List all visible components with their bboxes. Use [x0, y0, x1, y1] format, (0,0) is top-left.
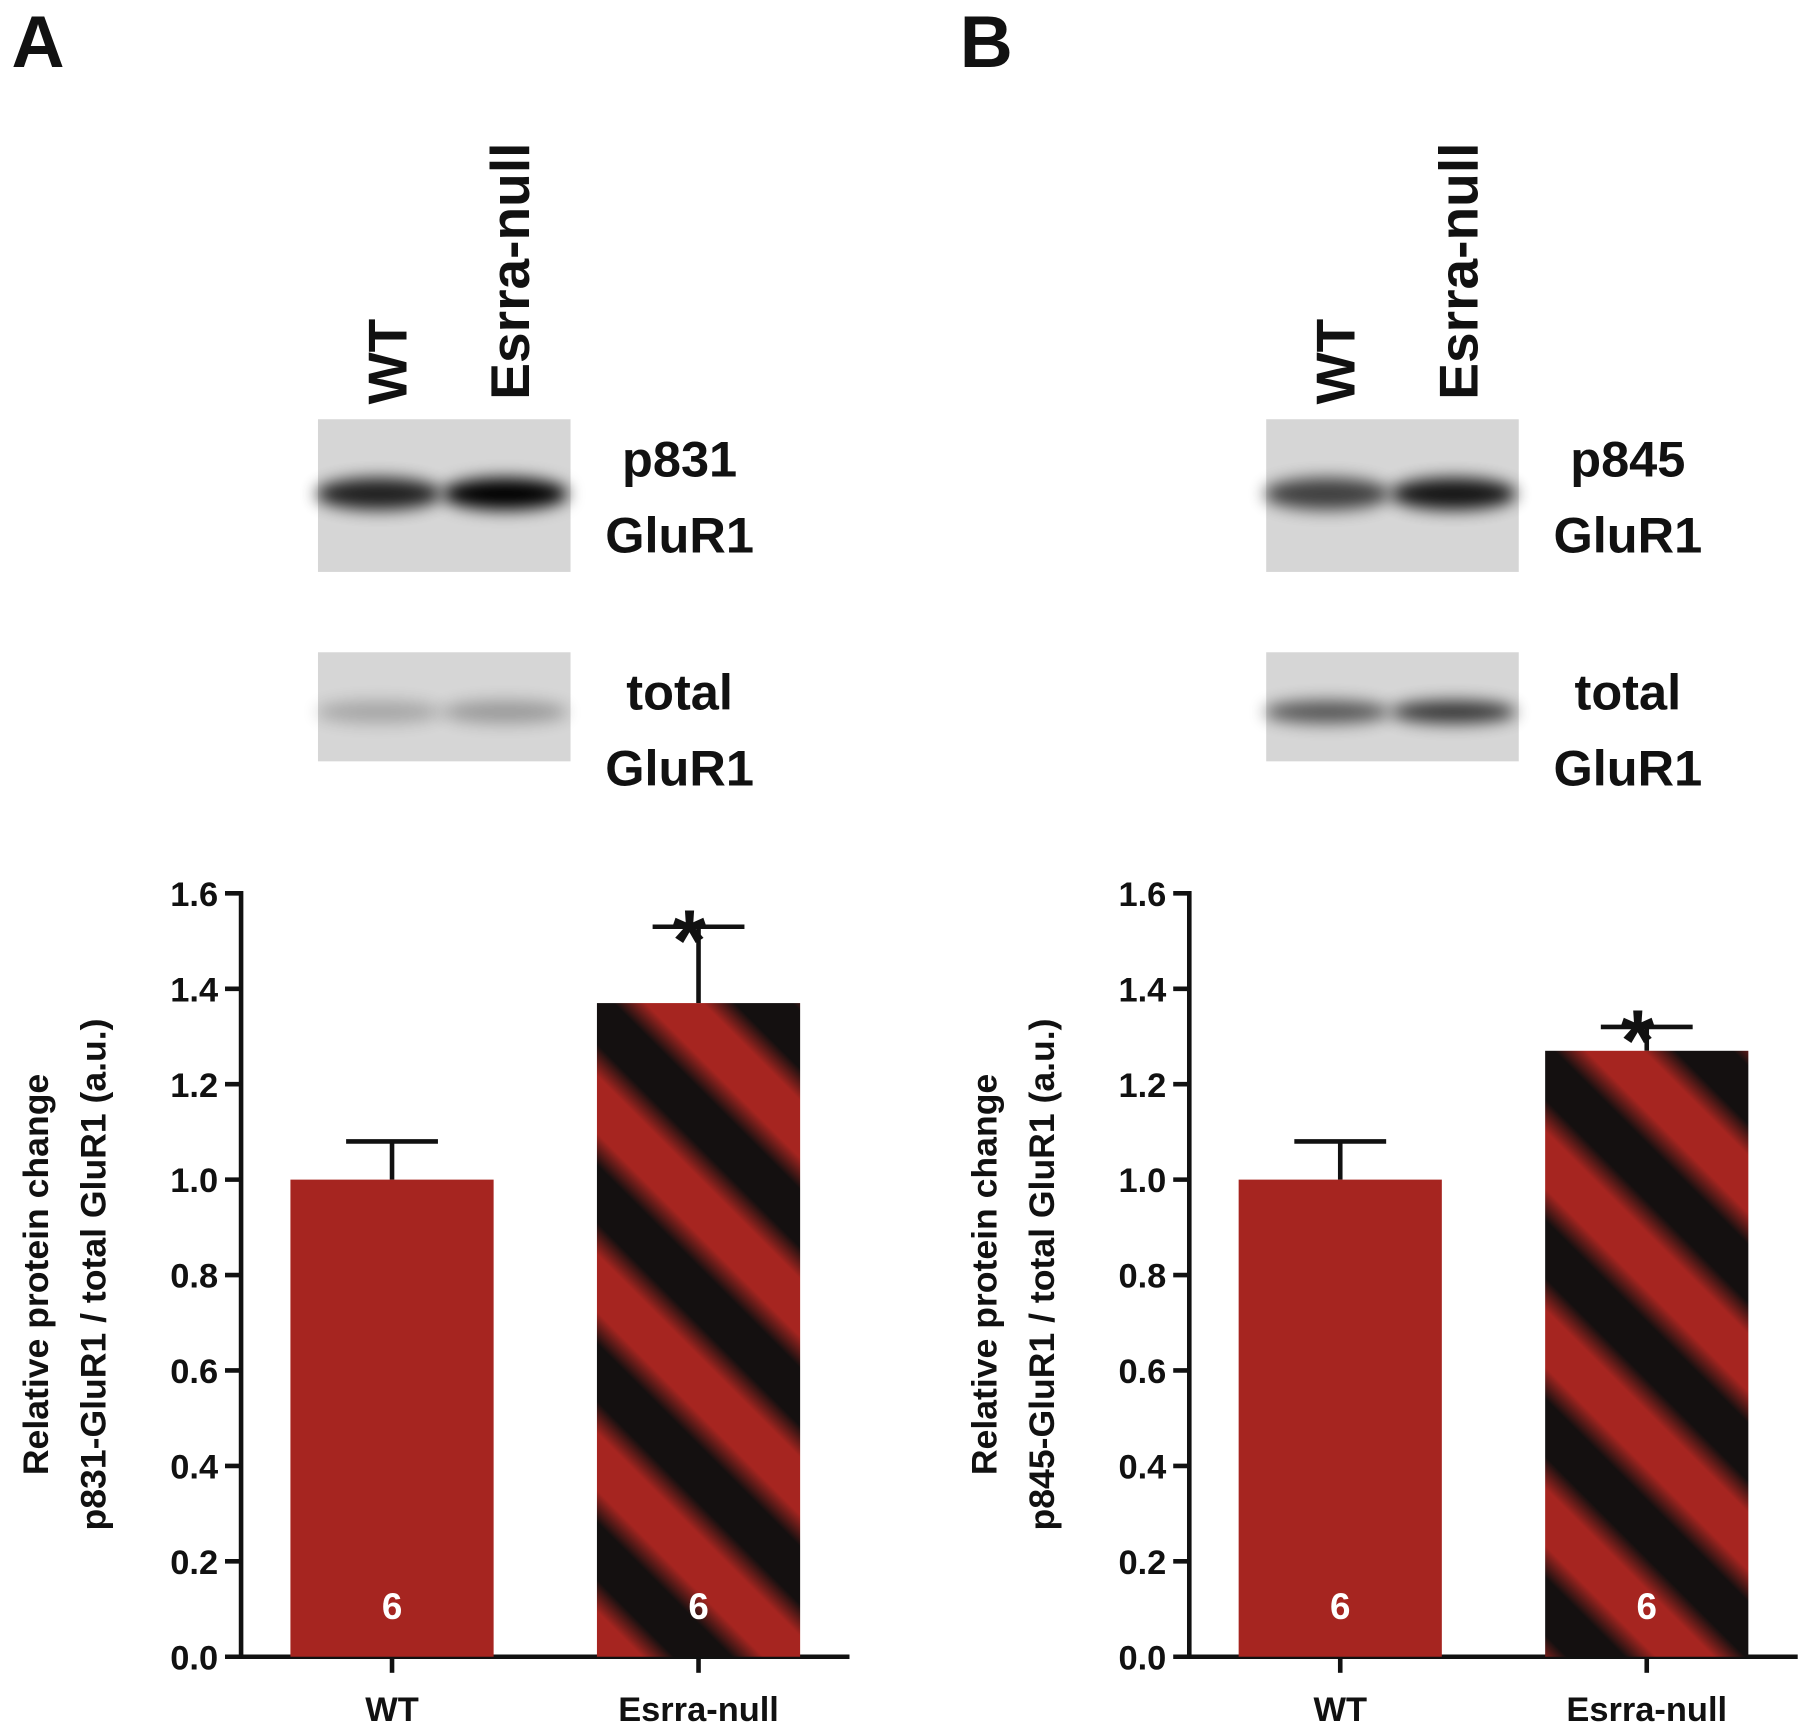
- y-tick-label: 1.6: [1118, 876, 1166, 914]
- panel-label: B: [960, 0, 1013, 83]
- significance-marker: *: [1621, 993, 1655, 1090]
- y-tick-label: 1.2: [170, 1067, 218, 1105]
- blot-label: total: [626, 664, 733, 721]
- bar: [1545, 1050, 1749, 1657]
- blot-band: [441, 477, 569, 510]
- blot-band: [315, 477, 442, 510]
- blot-label: GluR1: [605, 739, 754, 796]
- lane-label: Esrra-null: [479, 143, 541, 400]
- bar: [1238, 1179, 1442, 1657]
- n-label: 6: [382, 1586, 402, 1627]
- y-tick-label: 1.4: [1118, 971, 1166, 1009]
- y-tick-label: 1.4: [170, 971, 218, 1009]
- blot-band: [1263, 700, 1391, 724]
- lane-label: WT: [1305, 318, 1367, 404]
- significance-marker: *: [672, 892, 706, 989]
- lane-label: WT: [356, 318, 418, 404]
- blot-band: [1390, 477, 1517, 510]
- blot-label: p831: [622, 431, 737, 488]
- y-axis-label: p845-GluR1 / total GluR1 (a.u.): [1022, 1018, 1062, 1530]
- x-tick-label: Esrra-null: [618, 1691, 779, 1727]
- panel-label: A: [11, 0, 64, 83]
- bar: [596, 1003, 801, 1657]
- n-label: 6: [688, 1586, 708, 1627]
- bar: [290, 1179, 494, 1657]
- blot-band: [441, 700, 569, 724]
- y-tick-label: 0.2: [1118, 1544, 1166, 1582]
- y-tick-label: 0.6: [1118, 1353, 1166, 1391]
- y-tick-label: 1.2: [1118, 1067, 1166, 1105]
- y-tick-label: 0.8: [170, 1258, 218, 1296]
- y-axis-label: Relative protein change: [16, 1074, 56, 1475]
- blot-band: [1390, 700, 1517, 724]
- y-tick-label: 0.4: [170, 1449, 218, 1487]
- blot-label: p845: [1570, 431, 1685, 488]
- y-tick-label: 0.6: [170, 1353, 218, 1391]
- y-axis-label: p831-GluR1 / total GluR1 (a.u.): [74, 1018, 114, 1530]
- y-tick-label: 1.6: [170, 876, 218, 914]
- blot-label: GluR1: [1553, 739, 1702, 796]
- x-tick-label: Esrra-null: [1566, 1691, 1727, 1727]
- y-tick-label: 0.8: [1118, 1258, 1166, 1296]
- blot-band: [1263, 477, 1391, 510]
- blot-label: GluR1: [1553, 506, 1702, 563]
- lane-label: Esrra-null: [1427, 143, 1489, 400]
- x-tick-label: WT: [365, 1691, 419, 1727]
- y-tick-label: 0.2: [170, 1544, 218, 1582]
- y-tick-label: 0.0: [170, 1639, 218, 1677]
- n-label: 6: [1330, 1586, 1350, 1627]
- blot-band: [315, 700, 442, 724]
- n-label: 6: [1637, 1586, 1657, 1627]
- y-tick-label: 1.0: [1118, 1162, 1166, 1200]
- y-tick-label: 0.0: [1118, 1639, 1166, 1677]
- blot-label: GluR1: [605, 506, 754, 563]
- y-tick-label: 0.4: [1118, 1449, 1166, 1487]
- blot-label: total: [1575, 664, 1682, 721]
- y-tick-label: 1.0: [170, 1162, 218, 1200]
- y-axis-label: Relative protein change: [964, 1074, 1004, 1475]
- x-tick-label: WT: [1313, 1691, 1367, 1727]
